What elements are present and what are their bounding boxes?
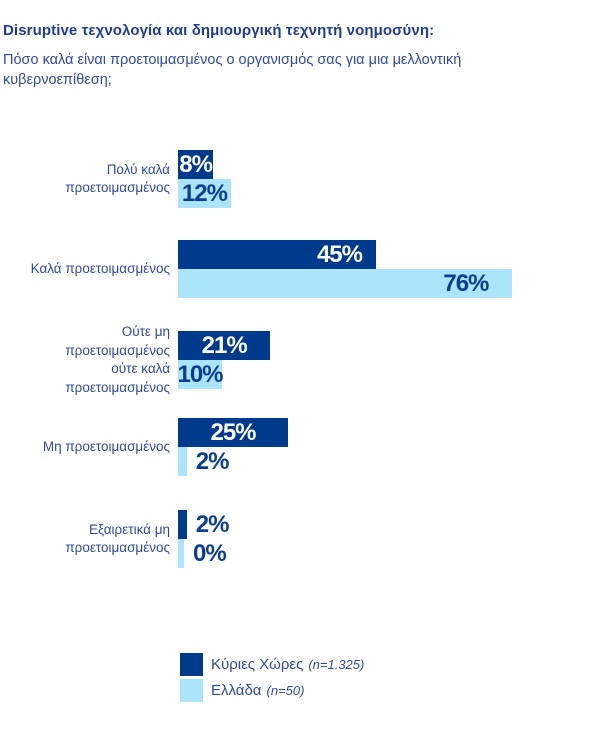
bar-greece	[178, 179, 231, 208]
legend-label: Ελλάδα	[211, 682, 262, 699]
page-title: Disruptive τεχνολογία και δημιουργική τε…	[3, 22, 435, 39]
category-label-line: Ούτε μη	[121, 324, 170, 339]
legend-sample-size: (n=50)	[266, 683, 305, 698]
category-label: Ούτε μη προετοιμασμένος ούτε καλά προετοιμα…	[0, 324, 170, 395]
bar-value-label: 21%	[201, 331, 248, 359]
category-label-line: προετοιμασμένος	[65, 342, 170, 358]
category-label-line: προετοιμασμένος	[65, 180, 170, 195]
bar-value-label: 8%	[179, 150, 213, 178]
bar-value-label: 2%	[195, 447, 230, 475]
bar-greece	[178, 539, 184, 568]
bar-main-countries	[178, 510, 187, 539]
legend-swatch-light	[180, 679, 203, 702]
bar-value-label: 76%	[443, 269, 489, 297]
bar-main-countries	[178, 418, 288, 447]
legend-sample-size: (n=1.325)	[308, 657, 365, 672]
category-label: Εξαιρετικά μη προετοιμασμένος	[0, 510, 170, 568]
page-subtitle: Πόσο καλά είναι προετοιμασμένος ο οργανι…	[3, 52, 462, 88]
bar-main-countries	[178, 331, 271, 360]
legend-label: Κύριες Χώρες	[211, 656, 304, 673]
category-label-line: Εξαιρετικά μη	[89, 521, 170, 537]
bar-value-label: 10%	[177, 360, 223, 388]
category-label-line: Μη προετοιμασμένος	[42, 438, 170, 454]
bar-value-label: 0%	[193, 539, 227, 567]
bar-greece	[178, 360, 222, 389]
bar-greece	[178, 447, 187, 476]
legend-item-main-countries: Κύριες Χώρες (n=1.325)	[180, 653, 364, 676]
bar-value-label: 25%	[210, 418, 256, 446]
bar-value-label: 45%	[316, 240, 363, 268]
bar-greece	[178, 269, 513, 298]
bar-value-label: 12%	[181, 179, 228, 207]
category-label: Μη προετοιμασμένος	[0, 418, 170, 476]
bar-value-label: 2%	[195, 510, 230, 538]
legend-item-greece: Ελλάδα (n=50)	[180, 679, 304, 702]
category-label-line: προετοιμασμένος	[65, 379, 170, 395]
category-label-line: Πολύ καλά	[106, 161, 170, 177]
category-label-line: προετοιμασμένος	[65, 540, 170, 555]
bar-main-countries	[178, 150, 214, 179]
category-label: Πολύ καλά προετοιμασμένος	[0, 150, 170, 208]
legend-swatch-dark	[180, 653, 203, 676]
category-label-line: Καλά προετοιμασμένος	[30, 260, 170, 276]
bar-main-countries	[178, 240, 376, 269]
category-label: Καλά προετοιμασμένος	[0, 240, 170, 298]
category-label-line: ούτε καλά	[111, 361, 170, 376]
